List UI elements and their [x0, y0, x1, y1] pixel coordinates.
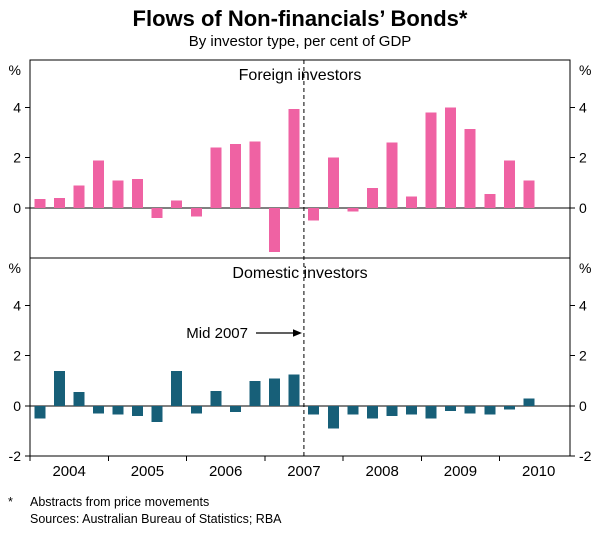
- domestic-bar: [190, 405, 202, 414]
- foreign-bar: [445, 107, 457, 208]
- domestic-bar: [425, 405, 437, 419]
- foreign-bar: [503, 160, 515, 208]
- chart-title: Flows of Non-financials’ Bonds*: [132, 6, 468, 31]
- x-year-label: 2004: [52, 463, 85, 480]
- foreign-bar: [308, 207, 320, 221]
- foreign-bar: [73, 185, 85, 208]
- domestic-bar: [73, 392, 85, 406]
- percent-label: %: [579, 62, 591, 78]
- domestic-bar: [269, 378, 281, 406]
- domestic-bar: [484, 405, 496, 415]
- domestic-bar: [386, 405, 398, 416]
- domestic-bar: [406, 405, 417, 415]
- domestic-bar: [34, 405, 46, 419]
- foreign-bar: [132, 179, 144, 208]
- y-tick-label: 0: [13, 200, 21, 216]
- sources-line: Sources: Australian Bureau of Statistics…: [30, 511, 282, 526]
- x-year-label: 2009: [444, 463, 477, 480]
- foreign-bar: [484, 194, 496, 208]
- foreign-bar: [151, 207, 163, 218]
- y-tick-label: -2: [579, 448, 592, 464]
- foreign-bar: [210, 147, 222, 208]
- foreign-bar: [34, 199, 46, 208]
- footnote-line: * Abstracts from price movements: [8, 494, 600, 511]
- x-year-label: 2010: [522, 463, 555, 480]
- foreign-bar: [190, 207, 202, 217]
- foreign-bar: [366, 187, 378, 208]
- domestic-bar: [210, 390, 222, 406]
- domestic-bar: [288, 374, 300, 406]
- y-tick-label: 2: [13, 150, 21, 166]
- foreign-bar: [327, 157, 339, 208]
- foreign-bar: [249, 141, 261, 208]
- foreign-bar: [386, 142, 398, 208]
- domestic-bar: [503, 405, 515, 410]
- chart-render-layer: 4 4 2 2 0 0% % 4 4 2 2 0 0 -2 -2% % 2004 2005 2006 2007 2008…: [9, 59, 592, 480]
- foreign-bar: [406, 196, 417, 208]
- domestic-bar: [112, 405, 124, 415]
- annotation-label: Mid 2007: [186, 325, 248, 342]
- y-tick-label: 0: [579, 200, 587, 216]
- foreign-bar: [523, 180, 535, 208]
- y-tick-label: 2: [579, 150, 587, 166]
- y-tick-label: 4: [13, 100, 21, 116]
- y-tick-label: 4: [579, 100, 587, 116]
- y-tick-label: 4: [13, 298, 21, 314]
- foreign-bar: [112, 180, 124, 208]
- domestic-bar: [249, 380, 261, 406]
- foreign-bar: [269, 207, 281, 252]
- domestic-bar: [308, 405, 320, 415]
- y-tick-label: 2: [13, 348, 21, 364]
- y-tick-label: -2: [9, 448, 22, 464]
- x-year-label: 2007: [287, 463, 320, 480]
- foreign-bar: [53, 197, 65, 208]
- percent-label: %: [579, 260, 591, 276]
- foreign-bar: [93, 160, 104, 208]
- domestic-bar: [445, 405, 457, 411]
- x-year-label: 2008: [365, 463, 398, 480]
- footnotes: * Abstracts from price movements Sources…: [8, 494, 600, 528]
- domestic-bar: [53, 370, 65, 406]
- footnote-marker: *: [8, 495, 13, 509]
- foreign-bar: [288, 108, 300, 208]
- panel-border: [29, 59, 571, 259]
- domestic-bar: [347, 405, 359, 415]
- x-year-label: 2005: [131, 463, 164, 480]
- domestic-bar: [171, 370, 183, 406]
- top-panel-title: Foreign investors: [239, 67, 362, 84]
- domestic-bar: [151, 405, 163, 423]
- percent-label: %: [9, 260, 21, 276]
- x-year-label: 2006: [209, 463, 242, 480]
- domestic-bar: [132, 405, 144, 416]
- foreign-bar: [229, 144, 241, 208]
- domestic-bar: [327, 405, 339, 429]
- domestic-bar: [366, 405, 378, 419]
- chart-subtitle: By investor type, per cent of GDP: [188, 33, 412, 50]
- percent-label: %: [9, 62, 21, 78]
- y-tick-label: 4: [579, 298, 587, 314]
- y-tick-label: 2: [579, 348, 587, 364]
- domestic-bar: [229, 405, 241, 413]
- foreign-bar: [464, 128, 476, 208]
- panel-border: [29, 257, 571, 457]
- domestic-bar: [464, 405, 476, 414]
- y-tick-label: 0: [13, 398, 21, 414]
- y-tick-label: 0: [579, 398, 587, 414]
- chart-canvas: 4 4 2 2 0 0% % 4 4 2 2 0 0 -2 -2% % 2004 2005 2006 2007 2008…: [9, 59, 592, 480]
- foreign-bar: [171, 200, 183, 208]
- foreign-bar: [347, 207, 359, 212]
- annotation-arrow-head: [293, 329, 302, 337]
- mid-2007-annotation: Mid 2007: [186, 325, 302, 342]
- footnote-text: Abstracts from price movements: [30, 495, 210, 509]
- foreign-bar: [425, 112, 437, 208]
- domestic-bar: [523, 398, 535, 406]
- bottom-panel-title: Domestic investors: [232, 265, 367, 282]
- domestic-bar: [93, 405, 104, 414]
